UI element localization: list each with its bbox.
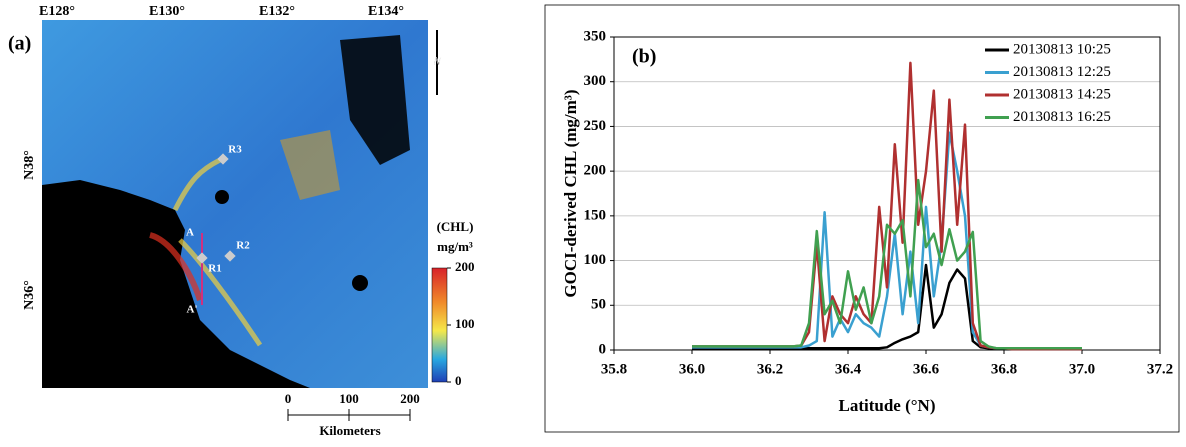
y-tick-label: 200 [584,163,607,179]
x-tick-label: 37.0 [1069,361,1095,377]
x-tick-label: 36.6 [913,361,940,377]
station-label: A' [187,304,198,316]
colorbar-tick-label: 0 [455,373,462,388]
x-tick-label: 36.2 [757,361,783,377]
series-line [692,131,1082,350]
bloom [149,232,203,301]
station-label: R2 [236,240,250,252]
series-line [692,61,1082,351]
station-label: R3 [228,144,242,156]
colorbar-tick-label: 100 [455,316,475,331]
lat-tick-label: N38° [22,150,37,180]
x-axis-label: Latitude (°N) [839,396,936,415]
x-tick-label: 36.4 [835,361,862,377]
x-tick-label: 36.8 [991,361,1017,377]
y-tick-label: 300 [584,73,607,89]
station [217,153,229,165]
north-label: N [432,54,442,68]
colorbar-title: (CHL) [437,219,474,234]
colorbar-tick-label: 200 [455,259,475,274]
station-label: R1 [208,263,221,275]
island [215,190,229,204]
legend-label: 20130813 12:25 [1013,64,1111,80]
y-tick-label: 100 [584,252,607,268]
y-tick-label: 0 [599,341,607,357]
legend-label: 20130813 14:25 [1013,86,1111,102]
station [196,252,208,264]
lon-tick-label: E130° [149,4,185,19]
legend-label: 20130813 10:25 [1013,41,1111,57]
lon-tick-label: E128° [39,4,75,19]
x-tick-label: 35.8 [601,361,627,377]
chart-frame [544,4,1180,433]
island-cloud [340,35,410,165]
lon-tick-label: E134° [368,4,404,19]
series-line [692,178,1082,350]
lon-tick-label: E132° [259,4,295,19]
bloom [172,157,263,347]
y-axis-label: GOCI-derived CHL (mg/m³) [561,89,580,297]
station-label: A [186,227,194,239]
scalebar-tick-label: 200 [400,391,420,406]
colorbar [431,267,448,383]
y-tick-label: 150 [584,207,607,223]
x-tick-label: 37.2 [1147,361,1173,377]
bloom [280,130,340,200]
land [42,180,310,388]
island [352,275,368,291]
lat-tick-label: N36° [22,280,37,310]
y-tick-label: 250 [584,118,607,134]
scalebar-label: Kilometers [319,423,380,438]
y-tick-label: 350 [584,28,607,44]
y-tick-label: 50 [591,297,606,313]
scalebar-tick-label: 0 [285,391,292,406]
legend-label: 20130813 16:25 [1013,109,1111,125]
scalebar-tick-label: 100 [339,391,359,406]
panel-label: (a) [8,33,31,55]
station [224,250,236,262]
panel-label: (b) [632,46,656,68]
colorbar-unit: mg/m³ [437,239,473,254]
x-tick-label: 36.0 [679,361,705,377]
plot-frame [613,36,1161,351]
map [42,20,428,388]
